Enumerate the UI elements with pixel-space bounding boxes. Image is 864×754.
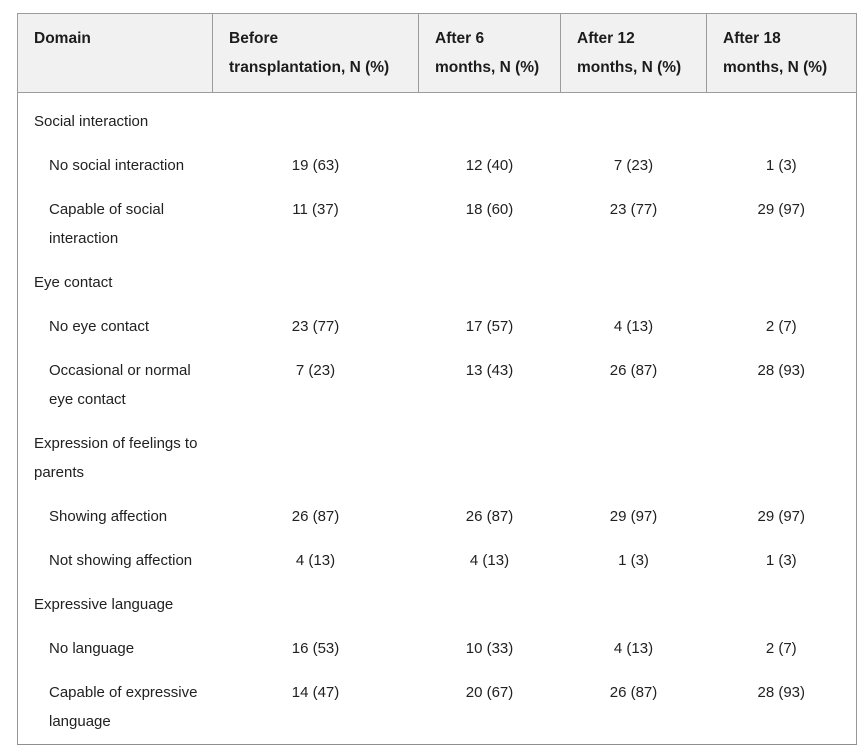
header-label-line1: After 6 xyxy=(435,30,485,47)
table-row: Occasional or normal eye contact 7 (23) … xyxy=(18,349,857,422)
empty-cell xyxy=(561,93,707,145)
domain-row-eye-contact: Eye contact xyxy=(18,261,857,305)
outcomes-table: Domain Before transplantation, N (%) Aft… xyxy=(17,13,857,745)
value-cell: 4 (13) xyxy=(295,552,336,569)
domain-label: Expressive language xyxy=(34,596,174,613)
header-label-line2: months, N (%) xyxy=(435,59,540,76)
value-cell: 2 (7) xyxy=(765,318,797,335)
header-label-line1: After 12 xyxy=(577,30,635,47)
header-cell-before-transplantation: Before transplantation, N (%) xyxy=(212,13,419,93)
value-cell: 13 (43) xyxy=(465,362,514,379)
empty-cell xyxy=(419,422,561,495)
value-cell: 28 (93) xyxy=(757,362,806,379)
row-label: Capable of expressive language xyxy=(49,684,198,730)
value-cell: 26 (87) xyxy=(291,508,340,525)
empty-cell xyxy=(561,583,707,627)
empty-cell xyxy=(707,422,857,495)
value-cell: 10 (33) xyxy=(465,640,514,657)
empty-cell xyxy=(561,261,707,305)
empty-cell xyxy=(707,93,857,145)
outcomes-table-container: Domain Before transplantation, N (%) Aft… xyxy=(17,13,857,745)
row-label: No social interaction xyxy=(49,157,185,174)
header-cell-after-6-months: After 6 months, N (%) xyxy=(418,13,561,93)
table-header: Domain Before transplantation, N (%) Aft… xyxy=(17,13,857,93)
empty-cell xyxy=(707,583,857,627)
value-cell: 17 (57) xyxy=(465,318,514,335)
header-cell-after-12-months: After 12 months, N (%) xyxy=(560,13,707,93)
table-row: Not showing affection 4 (13) 4 (13) 1 (3… xyxy=(18,539,857,583)
table-body: Social interaction No social interaction… xyxy=(17,93,857,745)
empty-cell xyxy=(213,583,419,627)
value-cell: 14 (47) xyxy=(291,684,340,701)
table-row: Capable of social interaction 11 (37) 18… xyxy=(18,188,857,261)
table-row: No language 16 (53) 10 (33) 4 (13) 2 (7) xyxy=(18,627,857,671)
empty-cell xyxy=(419,261,561,305)
value-cell: 12 (40) xyxy=(465,157,514,174)
domain-label: Expression of feelings to parents xyxy=(34,435,198,481)
value-cell: 28 (93) xyxy=(757,684,806,701)
value-cell: 26 (87) xyxy=(609,684,658,701)
value-cell: 18 (60) xyxy=(465,201,514,218)
value-cell: 26 (87) xyxy=(609,362,658,379)
value-cell: 1 (3) xyxy=(765,157,797,174)
value-cell: 4 (13) xyxy=(613,318,654,335)
row-label: Showing affection xyxy=(49,508,168,525)
header-label-line2: months, N (%) xyxy=(723,59,828,76)
empty-cell xyxy=(213,422,419,495)
row-label: Occasional or normal eye contact xyxy=(49,362,191,408)
domain-label: Eye contact xyxy=(34,274,113,291)
empty-cell xyxy=(561,422,707,495)
value-cell: 11 (37) xyxy=(292,201,339,218)
header-cell-after-18-months: After 18 months, N (%) xyxy=(706,13,857,93)
empty-cell xyxy=(213,93,419,145)
domain-row-expressive-language: Expressive language xyxy=(18,583,857,627)
value-cell: 29 (97) xyxy=(757,508,806,525)
header-label-line1: After 18 xyxy=(723,30,781,47)
row-label: No language xyxy=(49,640,135,657)
empty-cell xyxy=(419,583,561,627)
header-cell-domain: Domain xyxy=(17,13,213,93)
header-label-line1: Before xyxy=(229,30,279,47)
header-row: Domain Before transplantation, N (%) Aft… xyxy=(17,13,857,93)
value-cell: 1 (3) xyxy=(618,552,649,569)
value-cell: 4 (13) xyxy=(613,640,654,657)
header-label-line2: transplantation, N (%) xyxy=(229,59,390,76)
empty-cell xyxy=(213,261,419,305)
header-label-line2: months, N (%) xyxy=(577,59,682,76)
value-cell: 2 (7) xyxy=(765,640,797,657)
table-row: Capable of expressive language 14 (47) 2… xyxy=(18,671,857,745)
header-label: Domain xyxy=(34,30,91,47)
value-cell: 26 (87) xyxy=(465,508,514,525)
domain-label: Social interaction xyxy=(34,113,149,130)
row-label: Not showing affection xyxy=(49,552,193,569)
value-cell: 7 (23) xyxy=(613,157,654,174)
table-row: No social interaction 19 (63) 12 (40) 7 … xyxy=(18,144,857,188)
value-cell: 16 (53) xyxy=(291,640,340,657)
value-cell: 1 (3) xyxy=(765,552,797,569)
value-cell: 7 (23) xyxy=(295,362,336,379)
empty-cell xyxy=(419,93,561,145)
domain-row-expression-of-feelings: Expression of feelings to parents xyxy=(18,422,857,495)
value-cell: 29 (97) xyxy=(609,508,658,525)
domain-row-social-interaction: Social interaction xyxy=(18,93,857,145)
empty-cell xyxy=(707,261,857,305)
row-label: No eye contact xyxy=(49,318,150,335)
table-row: No eye contact 23 (77) 17 (57) 4 (13) 2 … xyxy=(18,305,857,349)
value-cell: 23 (77) xyxy=(291,318,340,335)
value-cell: 23 (77) xyxy=(609,201,658,218)
row-label: Capable of social interaction xyxy=(49,201,165,247)
value-cell: 29 (97) xyxy=(757,201,806,218)
value-cell: 20 (67) xyxy=(465,684,514,701)
value-cell: 4 (13) xyxy=(469,552,510,569)
table-row: Showing affection 26 (87) 26 (87) 29 (97… xyxy=(18,495,857,539)
value-cell: 19 (63) xyxy=(291,157,340,174)
